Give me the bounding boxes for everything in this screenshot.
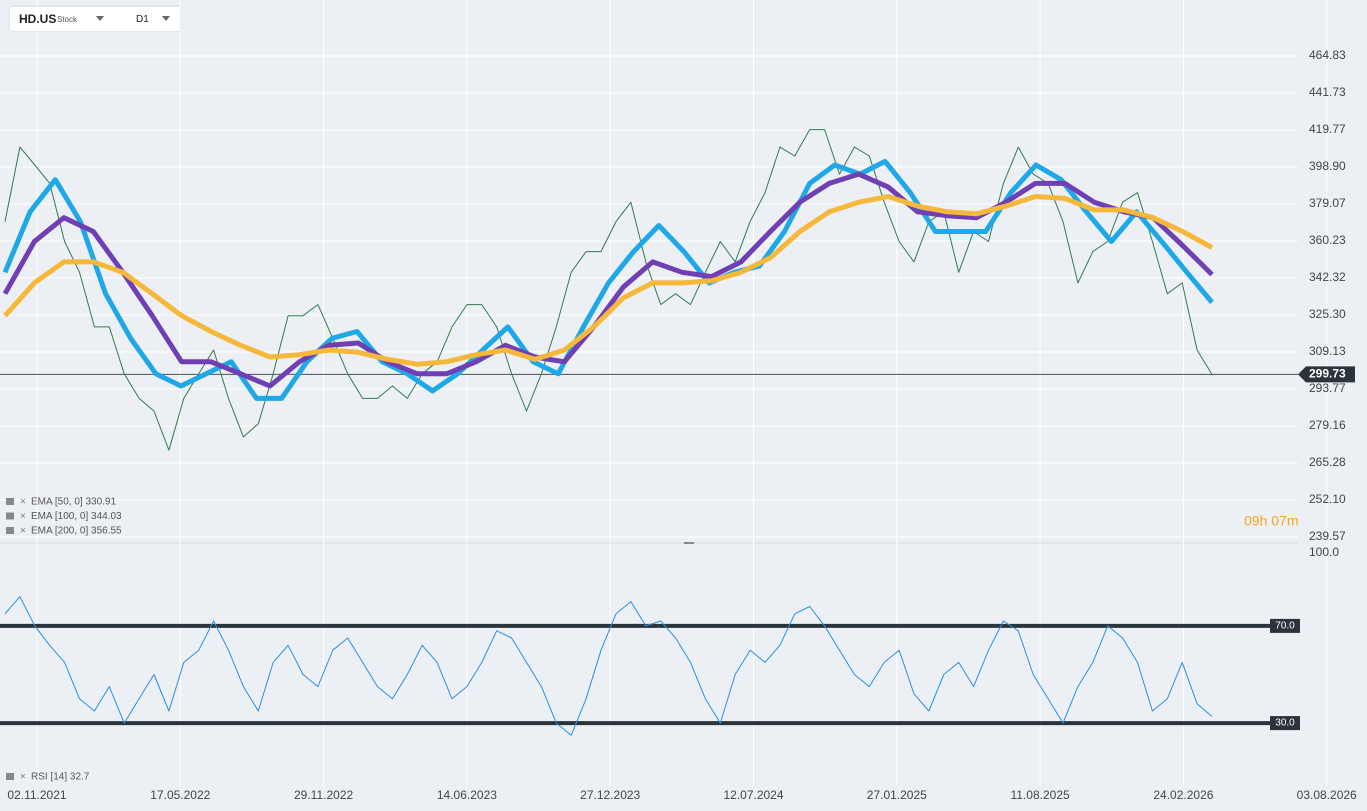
x-tick-label: 17.05.2022	[150, 788, 210, 802]
x-tick-label: 14.06.2023	[437, 788, 497, 802]
dropdown-arrow[interactable]	[162, 16, 170, 21]
y-tick-label: 265.28	[1309, 455, 1346, 469]
legend-entry: EMA [100, 0] 344.03	[31, 511, 122, 522]
y-tick-label: 360.23	[1309, 233, 1346, 247]
legend-icon	[6, 527, 14, 534]
x-tick-label: 27.01.2025	[867, 788, 927, 802]
legend-icon	[6, 773, 14, 780]
x-tick-label: 02.11.2021	[7, 788, 66, 802]
legend-remove: ×	[20, 526, 26, 537]
legend-entry: EMA [200, 0] 356.55	[31, 526, 122, 537]
x-tick-label: 03.08.2026	[1297, 788, 1357, 802]
instrument-selector[interactable]: HD.US Stock D1	[10, 7, 180, 31]
ema-line	[2, 158, 1214, 401]
y-tick-label: 325.30	[1309, 307, 1346, 321]
legend-icon	[6, 498, 14, 505]
x-tick-label: 24.02.2026	[1153, 788, 1213, 802]
legend-remove: ×	[20, 772, 26, 783]
y-tick-label: 309.13	[1309, 344, 1346, 358]
legend-icon	[6, 512, 14, 520]
dropdown-arrow[interactable]	[96, 16, 104, 21]
y-tick-label: 342.32	[1309, 270, 1346, 284]
level-label-box	[1270, 618, 1300, 633]
legend-remove: ×	[20, 511, 26, 522]
x-tick-label: 29.11.2022	[294, 788, 353, 802]
level-label: 70.0	[1275, 621, 1295, 632]
ema-line	[2, 171, 1214, 389]
x-tick-label: 11.08.2025	[1011, 788, 1070, 802]
y-tick-label: 379.07	[1309, 196, 1346, 210]
legend-remove: ×	[20, 497, 26, 508]
x-tick-label: 27.12.2023	[580, 788, 640, 802]
level-label-box	[1270, 716, 1300, 731]
symbol[interactable]: HD.US	[19, 12, 57, 26]
last-price-label: 299.73	[1309, 367, 1346, 381]
countdown: 09h 07m	[1244, 513, 1298, 529]
asset-type: Stock	[57, 15, 78, 24]
legend-entry: EMA [50, 0] 330.91	[31, 497, 116, 508]
y-tick-label: 398.90	[1309, 159, 1346, 173]
y-tick-label: 252.10	[1309, 492, 1346, 506]
interval[interactable]: D1	[136, 14, 149, 25]
ema-line	[3, 194, 1214, 367]
price-line	[4, 129, 1213, 451]
level-label: 30.0	[1275, 718, 1295, 729]
rsi-line	[4, 596, 1213, 736]
y-tick-label: 100.0	[1309, 545, 1339, 559]
y-tick-label: 441.73	[1309, 85, 1346, 99]
y-tick-label: 279.16	[1309, 418, 1346, 432]
y-tick-label: 293.77	[1309, 381, 1346, 395]
y-tick-label: 239.57	[1309, 529, 1346, 543]
y-tick-label: 419.77	[1309, 122, 1346, 136]
y-tick-label: 464.83	[1309, 48, 1346, 62]
x-tick-label: 12.07.2024	[723, 788, 783, 802]
legend-entry: RSI [14] 32.7	[31, 772, 90, 783]
last-price-box	[1298, 366, 1355, 383]
